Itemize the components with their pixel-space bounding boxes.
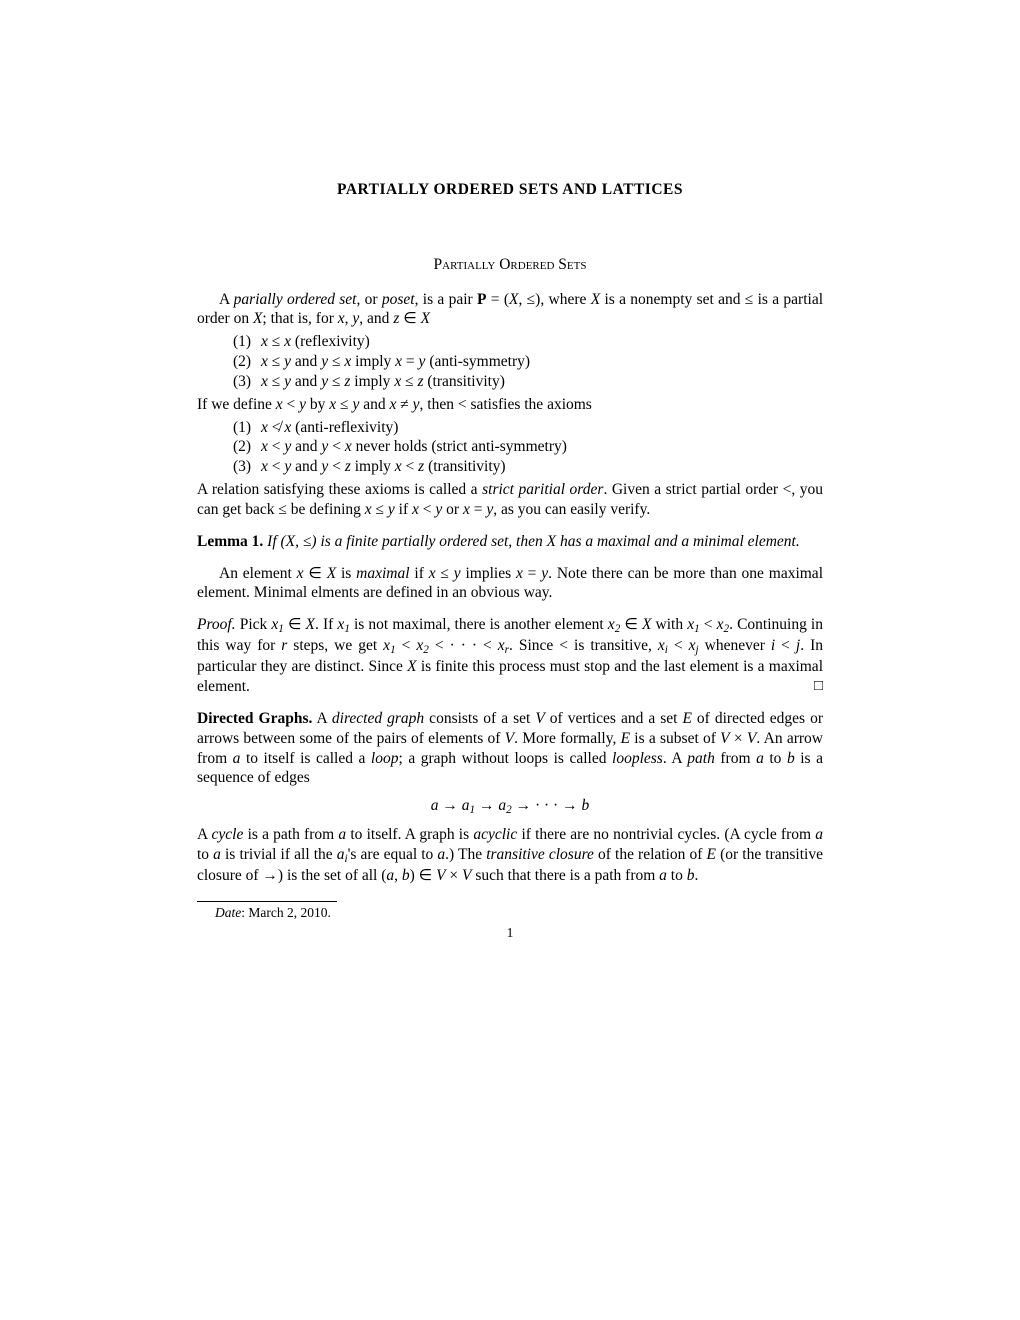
text: If we define x < y by x ≤ y and x ≠ y, t… <box>197 396 592 413</box>
page-number: 1 <box>197 924 823 941</box>
text: , is a pair <box>415 291 477 308</box>
footnote-label: Date <box>215 905 241 920</box>
qed-icon: □ <box>814 677 823 696</box>
intro-paragraph: A parially ordered set, or poset, is a p… <box>197 290 823 330</box>
term-strict-order: strict paritial order <box>482 481 603 498</box>
footnote: Date: March 2, 2010. <box>197 904 823 921</box>
footnote-text: : March 2, 2010. <box>241 905 331 920</box>
axiom-list-1: (1)x ≤ x (reflexivity) (2)x ≤ y and y ≤ … <box>233 332 823 391</box>
lemma-text: If (X, ≤) is a finite partially ordered … <box>267 533 800 550</box>
term-loop: loop <box>371 750 399 767</box>
term-poset-long: parially ordered set <box>234 291 357 308</box>
footnote-rule <box>197 901 337 902</box>
strict-order-paragraph: A relation satisfying these axioms is ca… <box>197 480 823 520</box>
term-path: path <box>687 750 715 767</box>
text: A <box>317 710 332 727</box>
text: ; a graph without loops is called <box>398 750 612 767</box>
proof-paragraph: Proof. Pick x1 ∈ X. If x1 is not maximal… <box>197 615 823 697</box>
axiom-item: (1)x ≤ x (reflexivity) <box>233 332 823 352</box>
axiom-text: x < y and y < z imply x < z (transitivit… <box>261 458 506 475</box>
axiom-text: x ≤ x (reflexivity) <box>261 333 370 350</box>
axiom-text: x ≮ x (anti-reflexivity) <box>261 419 398 436</box>
axiom-item: (1)x ≮ x (anti-reflexivity) <box>233 418 823 438</box>
page-content: PARTIALLY ORDERED SETS AND LATTICES Part… <box>0 0 1020 1002</box>
lemma-block: Lemma 1. If (X, ≤) is a finite partially… <box>197 532 823 552</box>
text: A relation satisfying these axioms is ca… <box>197 481 482 498</box>
path-equation: a → a1 → a2 → · · · → b <box>197 796 823 817</box>
item-number: (1) <box>233 418 261 438</box>
math-text: a → a1 → a2 → · · · → b <box>431 797 589 814</box>
axiom-item: (3)x < y and y < z imply x < z (transiti… <box>233 457 823 477</box>
item-number: (2) <box>233 437 261 457</box>
text: . A <box>663 750 687 767</box>
maximal-definition-paragraph: An element x ∈ X is maximal if x ≤ y imp… <box>197 564 823 604</box>
term-transitive-closure: transitive closure <box>486 846 594 863</box>
math-pair: P = (X, ≤) <box>477 291 540 308</box>
proof-text: Pick x1 ∈ X. If x1 is not maximal, there… <box>197 616 823 695</box>
text: A <box>219 291 234 308</box>
axiom-item: (2)x < y and y < x never holds (strict a… <box>233 437 823 457</box>
term-cycle: cycle <box>212 826 244 843</box>
item-number: (3) <box>233 457 261 477</box>
section-heading: Partially Ordered Sets <box>197 255 823 275</box>
proof-label: Proof. <box>197 616 236 633</box>
item-number: (2) <box>233 352 261 372</box>
item-number: (1) <box>233 332 261 352</box>
text: is a path from a to itself. A graph is <box>243 826 473 843</box>
axiom-item: (2)x ≤ y and y ≤ x imply x = y (anti-sym… <box>233 352 823 372</box>
define-strict-paragraph: If we define x < y by x ≤ y and x ≠ y, t… <box>197 395 823 415</box>
term-acyclic: acyclic <box>473 826 517 843</box>
term-loopless: loopless <box>612 750 663 767</box>
axiom-text: x < y and y < x never holds (strict anti… <box>261 438 567 455</box>
document-title: PARTIALLY ORDERED SETS AND LATTICES <box>197 180 823 200</box>
var-X: X <box>591 291 600 308</box>
term-poset: poset <box>382 291 415 308</box>
term-directed-graph: directed graph <box>332 710 424 727</box>
axiom-text: x ≤ y and y ≤ x imply x = y (anti-symmet… <box>261 353 530 370</box>
text: A <box>197 826 212 843</box>
term-maximal: maximal <box>356 565 409 582</box>
axiom-text: x ≤ y and y ≤ z imply x ≤ z (transitivit… <box>261 373 505 390</box>
text: , where <box>540 291 590 308</box>
text: , or <box>356 291 381 308</box>
lemma-statement: Lemma 1. If (X, ≤) is a finite partially… <box>197 532 823 552</box>
item-number: (3) <box>233 372 261 392</box>
cycle-paragraph: A cycle is a path from a to itself. A gr… <box>197 825 823 886</box>
axiom-item: (3)x ≤ y and y ≤ z imply x ≤ z (transiti… <box>233 372 823 392</box>
subsection-heading: Directed Graphs. <box>197 710 312 727</box>
directed-graphs-paragraph: Directed Graphs. A directed graph consis… <box>197 709 823 788</box>
axiom-list-2: (1)x ≮ x (anti-reflexivity) (2)x < y and… <box>233 418 823 477</box>
text: An element x ∈ X is <box>219 565 356 582</box>
lemma-label: Lemma 1. <box>197 533 263 550</box>
